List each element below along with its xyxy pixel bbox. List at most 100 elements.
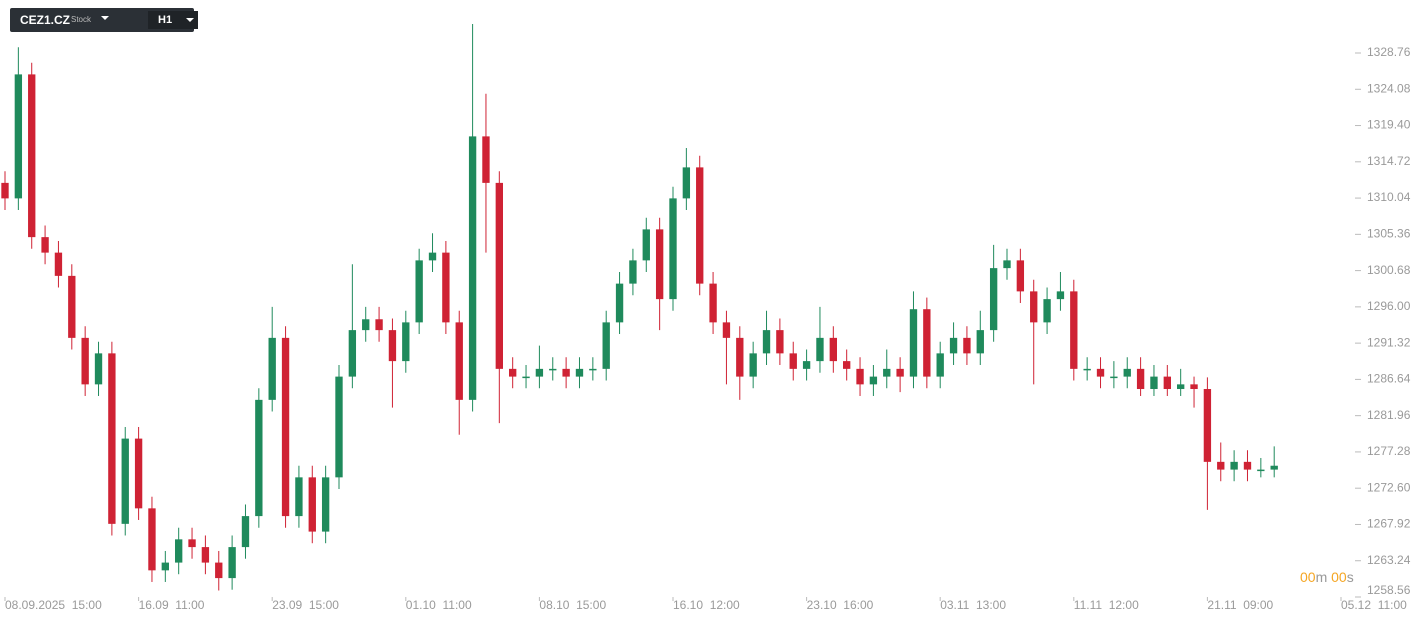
second-unit: s <box>1346 569 1354 585</box>
candle-body <box>896 368 904 377</box>
candle-body <box>442 252 450 323</box>
candle-body <box>883 368 891 377</box>
candle-body <box>562 368 570 377</box>
symbol[interactable]: CEZ1.CZ <box>20 13 71 27</box>
candle-body <box>963 337 971 354</box>
candle-body <box>54 252 63 276</box>
candle-body <box>1056 291 1065 300</box>
candle-body <box>1016 260 1025 292</box>
x-tick-label: 23.10 16:00 <box>807 598 874 612</box>
candle-body <box>949 337 958 354</box>
candle-body <box>936 353 944 377</box>
candle-body <box>522 376 530 379</box>
timeframe-dropdown[interactable] <box>186 18 194 22</box>
candle-body <box>736 337 744 377</box>
candle-body <box>482 136 490 183</box>
candle-body <box>201 547 210 563</box>
candle-body <box>1096 368 1105 377</box>
candle-body <box>762 330 771 354</box>
y-tick-label: 1258.56 <box>1367 583 1411 597</box>
timeframe[interactable]: H1 <box>158 14 173 26</box>
candle-body <box>816 337 824 362</box>
candle-body <box>709 283 717 323</box>
candle-body <box>669 198 677 300</box>
candle-body <box>81 337 89 385</box>
y-tick-label: 1267.92 <box>1367 517 1411 531</box>
candle-body <box>295 477 303 517</box>
x-tick-label: 11.11 12:00 <box>1074 598 1139 612</box>
y-tick-label: 1296.00 <box>1367 299 1411 313</box>
candle-body <box>68 275 76 338</box>
x-tick-label: 01.10 11:00 <box>406 598 472 612</box>
minutes: 00 <box>1300 569 1316 585</box>
candle-body <box>1163 376 1171 390</box>
x-tick-label: 03.11 13:00 <box>940 598 1006 612</box>
candle-body <box>14 74 23 199</box>
candle-body <box>1083 368 1091 371</box>
candle-countdown: 00m 00s <box>1300 569 1354 585</box>
symbol-dropdown[interactable] <box>101 16 109 20</box>
candle-body <box>134 438 143 509</box>
candle-body <box>308 477 316 532</box>
candle-body <box>1110 376 1118 379</box>
candle-body <box>108 353 116 524</box>
candle-body <box>629 260 637 284</box>
candle-body <box>869 376 878 385</box>
y-tick-label: 1300.68 <box>1367 263 1411 277</box>
candle-body <box>468 136 477 400</box>
candle-body <box>1070 291 1078 369</box>
x-tick-label: 21.11 09:00 <box>1207 598 1273 612</box>
x-tick-label: 05.12 11:00 <box>1341 598 1407 612</box>
candle-body <box>1217 461 1225 470</box>
candle-body <box>1203 389 1212 462</box>
candle-body <box>268 337 276 400</box>
candle-body <box>549 368 557 371</box>
candle-body <box>1136 368 1145 390</box>
candle-body <box>1150 376 1158 390</box>
candle-body <box>255 399 263 517</box>
y-tick-label: 1324.08 <box>1367 81 1411 95</box>
y-tick-label: 1291.32 <box>1367 335 1411 349</box>
candle-body <box>215 562 223 579</box>
candle-body <box>976 330 984 354</box>
candle-body <box>375 319 383 331</box>
timeframe-selector[interactable]: H1 <box>148 11 198 29</box>
candle-body <box>856 368 864 385</box>
candle-body <box>228 547 236 579</box>
candle-body <box>615 283 624 323</box>
candle-body <box>94 353 103 385</box>
candle-body <box>388 330 397 362</box>
candle-body <box>495 182 503 369</box>
candle-body <box>989 268 998 331</box>
candle-body <box>682 167 691 199</box>
candle-body <box>28 74 36 238</box>
instrument-kind: Stock <box>71 15 92 24</box>
candle-body <box>749 353 757 377</box>
candle-body <box>121 438 129 524</box>
candle-body <box>335 376 343 478</box>
candle-body <box>722 322 731 338</box>
candle-body <box>175 539 183 563</box>
candle-body <box>241 516 250 548</box>
candle-body <box>321 477 330 532</box>
y-tick-label: 1277.28 <box>1367 444 1411 458</box>
x-tick-label: 16.09 11:00 <box>139 598 205 612</box>
candle-body <box>415 260 423 323</box>
candle-body <box>843 361 851 369</box>
candle-body <box>602 322 610 369</box>
candle-body <box>1177 384 1185 390</box>
y-tick-label: 1319.40 <box>1367 118 1411 132</box>
candle-body <box>188 539 196 548</box>
candle-body <box>455 322 463 400</box>
candle-body <box>1123 368 1131 377</box>
candle-body <box>1243 461 1252 470</box>
candle-body <box>1030 291 1038 323</box>
x-tick-label: 08.10 15:00 <box>539 598 606 612</box>
y-tick-label: 1328.76 <box>1367 45 1411 59</box>
candle-body <box>428 252 437 261</box>
candle-body <box>1003 260 1011 269</box>
candle-body <box>655 229 664 300</box>
candle-body <box>161 562 169 571</box>
